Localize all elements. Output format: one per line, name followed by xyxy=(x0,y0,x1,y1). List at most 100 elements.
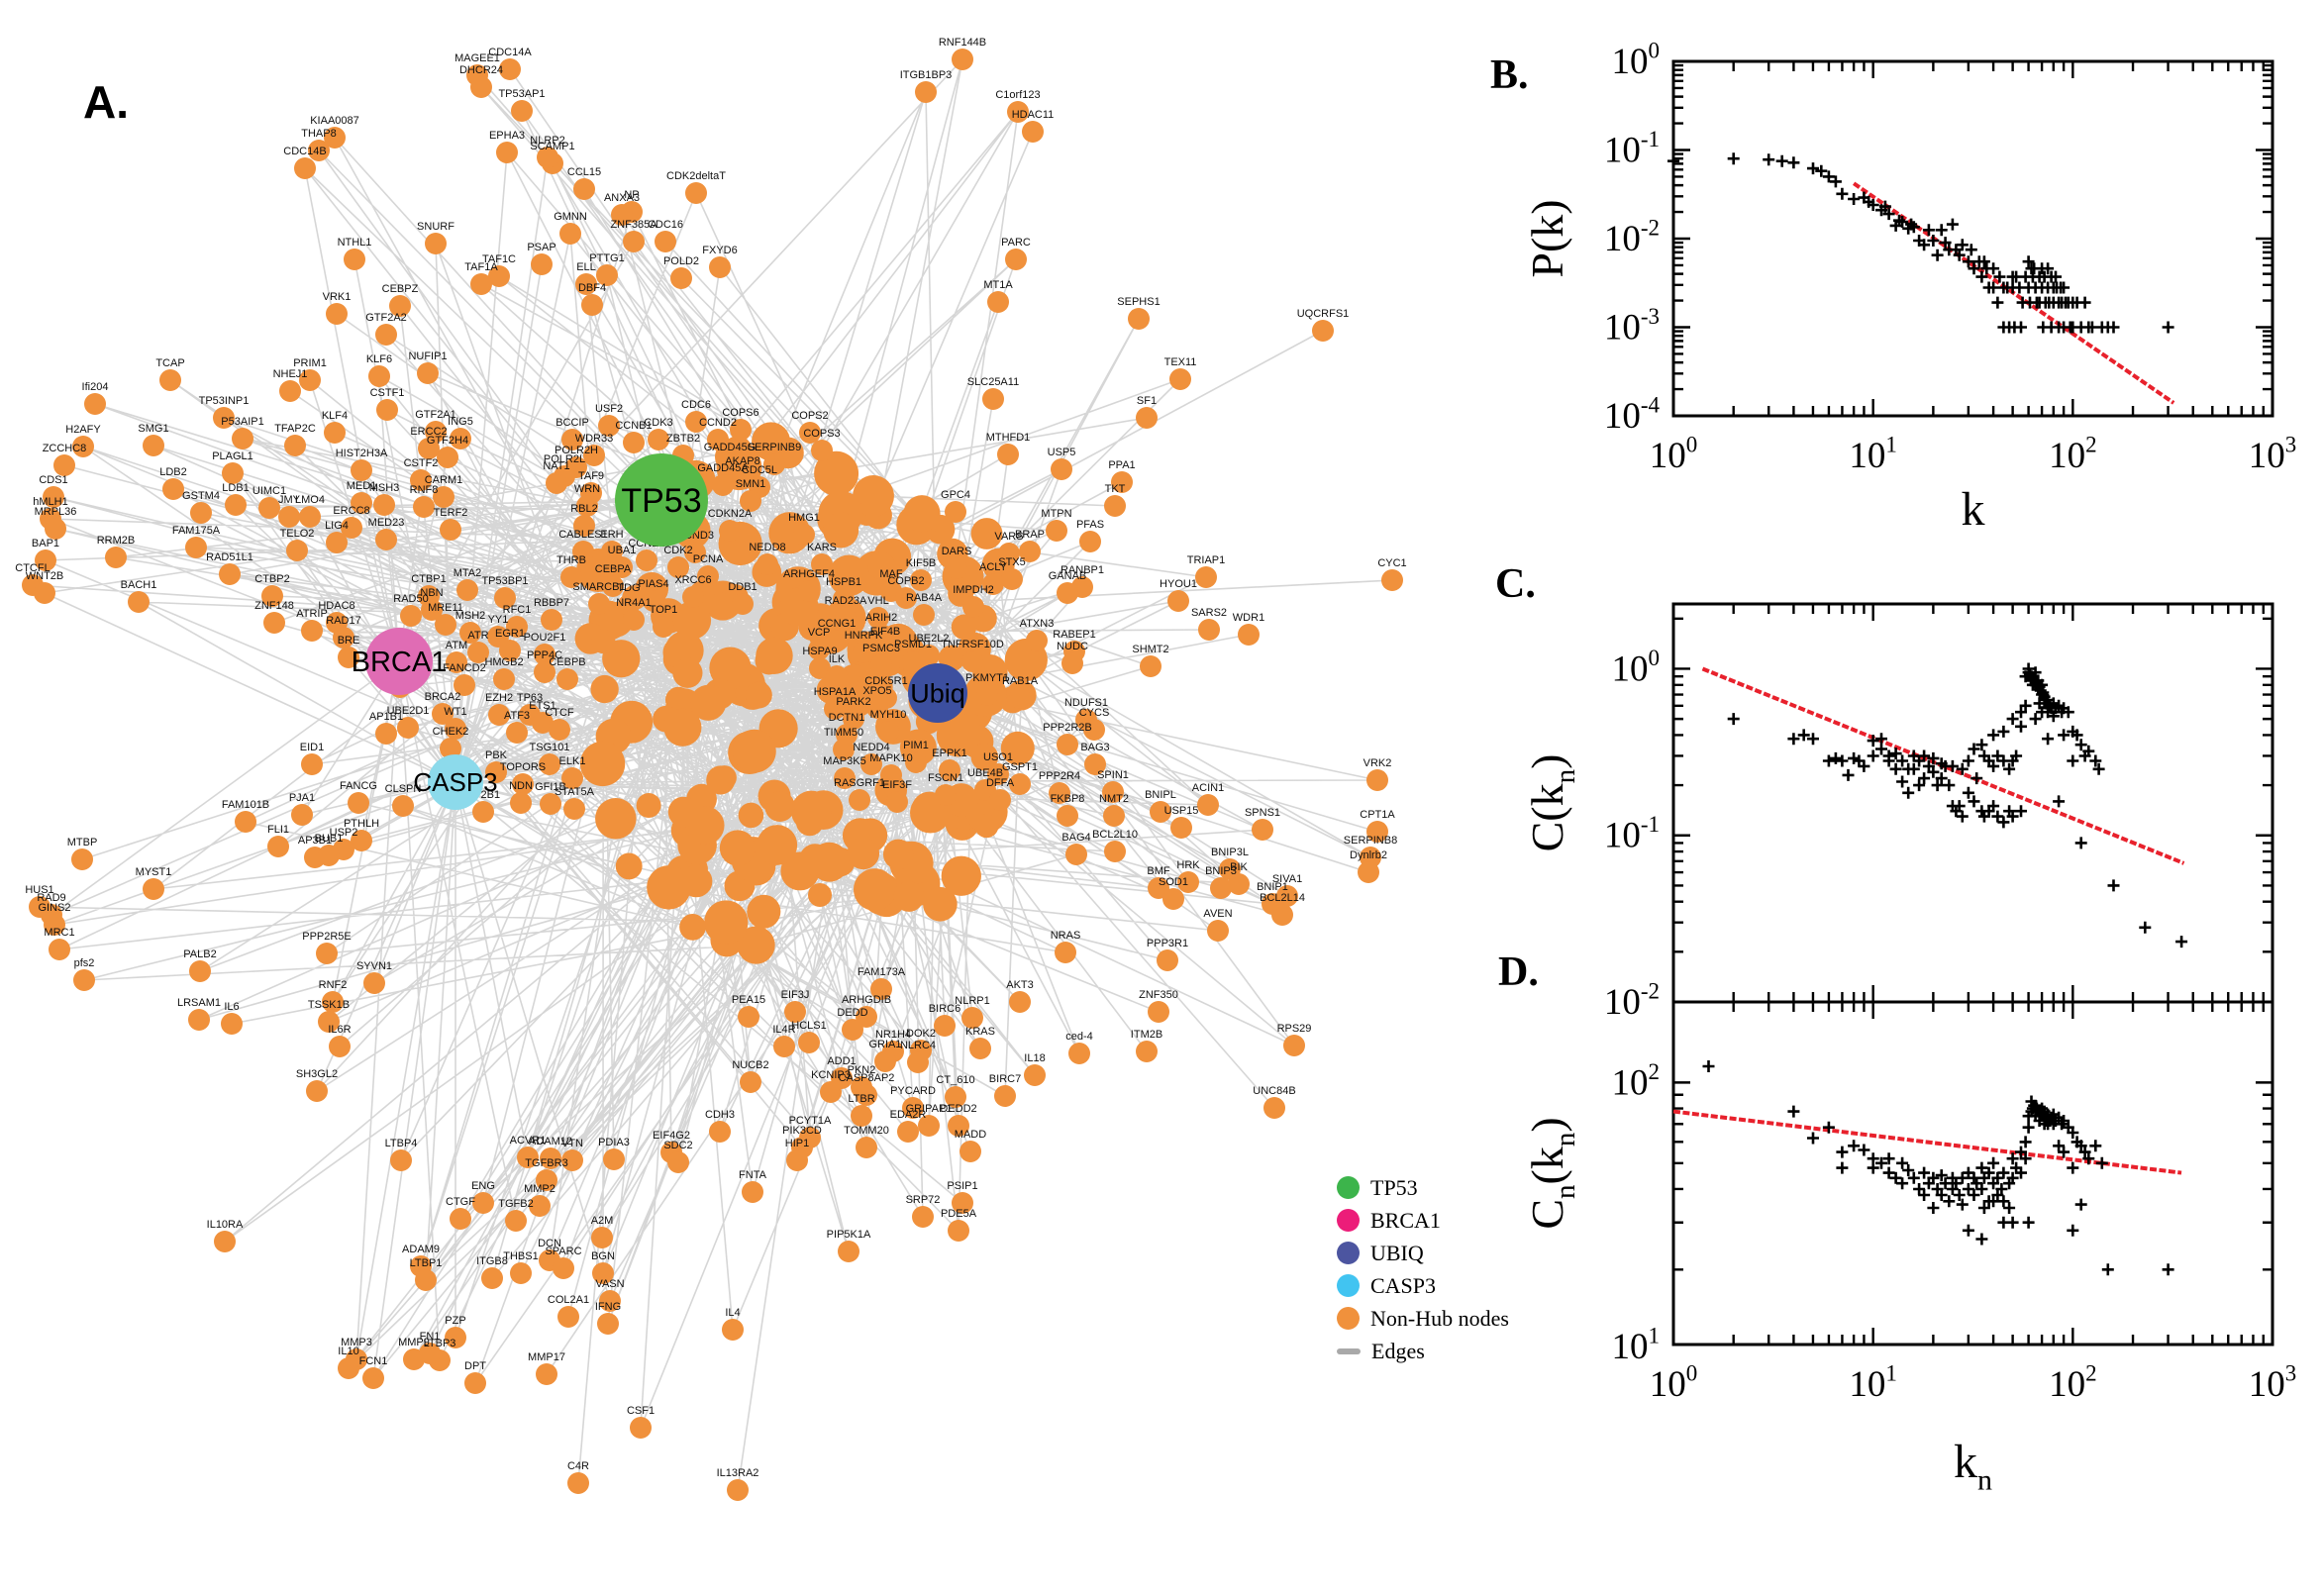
node-label: UQCRFS1 xyxy=(1297,308,1350,320)
non-hub-node xyxy=(880,764,902,786)
non-hub-node xyxy=(1026,630,1048,651)
node-label: GANAB xyxy=(1049,570,1087,582)
node-label: THRB xyxy=(556,554,586,566)
non-hub-node xyxy=(730,419,752,441)
node-label: RAB4A xyxy=(906,592,943,604)
non-hub-node xyxy=(1079,531,1101,552)
non-hub-node xyxy=(811,553,833,575)
panel-b-label: B. xyxy=(1490,52,1529,98)
non-hub-node xyxy=(588,593,610,615)
node-label: BUB1 xyxy=(315,833,344,845)
non-hub-node xyxy=(1065,844,1087,865)
node-label: WRN xyxy=(574,483,600,495)
non-hub-node xyxy=(162,478,184,500)
non-hub-node xyxy=(732,467,754,489)
node-label: CEBPA xyxy=(595,563,632,575)
hub-label-brca1: BRCA1 xyxy=(352,647,448,678)
non-hub-node xyxy=(84,393,106,415)
node-label: NDUFS1 xyxy=(1064,697,1108,709)
non-hub-node xyxy=(546,472,567,494)
node-label: PLAGL1 xyxy=(212,450,253,462)
node-label: ZNF148 xyxy=(254,600,294,612)
non-hub-node xyxy=(324,422,346,444)
non-hub-node xyxy=(948,1220,969,1242)
hub-node-ubiq xyxy=(908,663,967,723)
node-label: BMF xyxy=(1147,865,1170,877)
non-hub-node xyxy=(799,844,832,876)
non-hub-node xyxy=(1169,368,1191,390)
non-hub-node xyxy=(1136,407,1158,429)
hub-node-tp53 xyxy=(615,453,708,547)
non-hub-node xyxy=(53,454,75,476)
node-label: CYC1 xyxy=(1377,557,1406,569)
node-label: CLSPN xyxy=(385,783,422,795)
node-label: ATF3 xyxy=(504,710,530,722)
non-hub-node xyxy=(1238,624,1260,646)
non-hub-node xyxy=(690,684,727,721)
non-hub-node xyxy=(512,773,534,795)
node-label: PPP2R4 xyxy=(1039,770,1080,782)
node-label: AKT3 xyxy=(1006,979,1034,991)
node-label: ANXA3 xyxy=(604,192,640,204)
node-label: BACH1 xyxy=(121,579,157,591)
node-label: SCAMP1 xyxy=(530,141,574,152)
non-hub-node xyxy=(1128,308,1150,330)
node-label: ATR xyxy=(467,630,488,642)
node-label: GTF2A2 xyxy=(365,312,407,324)
node-label: HDAC8 xyxy=(318,600,354,612)
node-label: TSG101 xyxy=(530,742,570,753)
node-label: SMN1 xyxy=(736,478,766,490)
node-label: CSTF1 xyxy=(370,387,405,399)
node-label: ced-4 xyxy=(1065,1031,1093,1043)
node-label: MTBP xyxy=(67,837,98,848)
node-label: VASN xyxy=(595,1278,624,1290)
node-label: COPB2 xyxy=(887,575,924,587)
panel-b-ytick-label: 10-4 xyxy=(1604,392,1661,437)
non-hub-node xyxy=(596,264,618,286)
non-hub-node xyxy=(907,1051,929,1073)
node-label: MYST1 xyxy=(136,866,172,878)
non-hub-node xyxy=(1005,249,1027,270)
non-hub-node xyxy=(485,761,507,783)
non-hub-node xyxy=(961,1007,983,1029)
non-hub-node xyxy=(506,722,528,744)
hub-label-casp3: CASP3 xyxy=(413,767,497,797)
node-label: RPS29 xyxy=(1277,1023,1312,1035)
node-label: CYCS xyxy=(1079,707,1110,719)
node-label: NBN xyxy=(420,587,443,599)
non-hub-node xyxy=(576,495,598,517)
non-hub-node xyxy=(435,614,456,636)
non-hub-node xyxy=(344,249,365,270)
node-label: USP2 xyxy=(330,827,358,839)
node-label: BNIP3L xyxy=(1211,847,1249,858)
non-hub-node xyxy=(623,231,645,252)
non-hub-node xyxy=(232,428,253,449)
node-label: PPP4C xyxy=(527,649,562,661)
node-label: GRIPAP1 xyxy=(906,1103,953,1115)
node-label: SRP72 xyxy=(906,1194,941,1206)
panel-c-ticks xyxy=(1671,604,2274,1004)
non-hub-node xyxy=(214,1231,236,1252)
node-label: PIP5K1A xyxy=(827,1229,871,1241)
non-hub-node xyxy=(1140,655,1162,677)
node-label: pfs2 xyxy=(74,957,95,969)
non-hub-node xyxy=(579,741,626,787)
non-hub-node xyxy=(1197,794,1219,816)
non-hub-node xyxy=(190,502,212,524)
node-label: STAT5A xyxy=(555,786,595,798)
node-label: POLR2L xyxy=(544,453,585,465)
non-hub-node xyxy=(903,495,941,533)
non-hub-node xyxy=(828,554,870,597)
node-label: TOP1 xyxy=(650,604,678,616)
node-label: PIM1 xyxy=(903,740,929,751)
non-hub-node xyxy=(1007,101,1029,123)
node-label: VRK2 xyxy=(1364,757,1392,769)
non-hub-node xyxy=(918,645,940,666)
panel-b-ytick-label: 10-3 xyxy=(1604,304,1660,349)
node-label: LTBP4 xyxy=(385,1138,418,1149)
node-label: KLF4 xyxy=(322,410,348,422)
non-hub-node xyxy=(902,1097,924,1119)
non-hub-node xyxy=(1312,320,1334,342)
node-label: ADAM9 xyxy=(402,1244,440,1255)
node-label: RNF2 xyxy=(319,979,348,991)
